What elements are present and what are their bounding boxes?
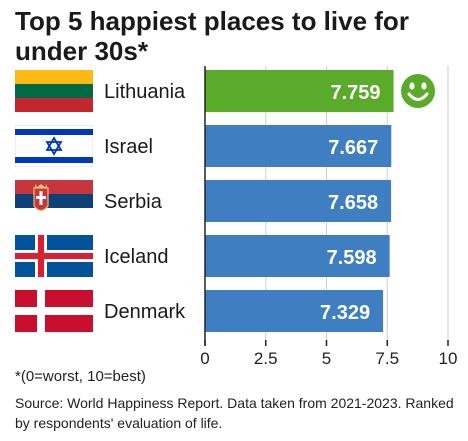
tick-label: 0 (200, 349, 209, 368)
value-label: 7.759 (330, 82, 380, 104)
value-label: 7.598 (327, 247, 377, 269)
value-label: 7.667 (328, 137, 378, 159)
scale-note: *(0=worst, 10=best) (15, 368, 146, 385)
flags (15, 70, 93, 332)
bar (205, 125, 392, 167)
tick-label: 2.5 (254, 349, 278, 368)
category-label: Iceland (104, 246, 169, 268)
x-axis: 0 2.5 5 7.5 10 (200, 66, 457, 368)
bar (205, 70, 394, 112)
israel-flag-icon (15, 125, 93, 167)
lithuania-flag-icon (15, 70, 93, 112)
chart-title: Top 5 happiest places to live for under … (15, 6, 409, 66)
tick-label: 5 (322, 349, 331, 368)
smiley-face-icon (401, 74, 435, 108)
denmark-flag-icon (15, 290, 93, 332)
bar (205, 235, 390, 277)
tick-label: 7.5 (375, 349, 399, 368)
value-label: 7.329 (320, 302, 370, 324)
iceland-flag-icon (15, 235, 93, 277)
category-label: Israel (104, 136, 153, 158)
bars: 7.759 7.667 7.658 7.598 7.329 (205, 70, 435, 332)
category-label: Serbia (104, 191, 163, 213)
bar (205, 290, 384, 332)
source-note: Source: World Happiness Report. Data tak… (15, 395, 454, 431)
value-label: 7.658 (328, 192, 378, 214)
serbia-flag-icon (15, 180, 93, 222)
category-label: Lithuania (104, 81, 186, 103)
category-label: Denmark (104, 301, 186, 323)
bar (205, 180, 392, 222)
category-labels: Lithuania Israel Serbia Iceland Denmark (104, 81, 186, 323)
tick-label: 10 (439, 349, 458, 368)
